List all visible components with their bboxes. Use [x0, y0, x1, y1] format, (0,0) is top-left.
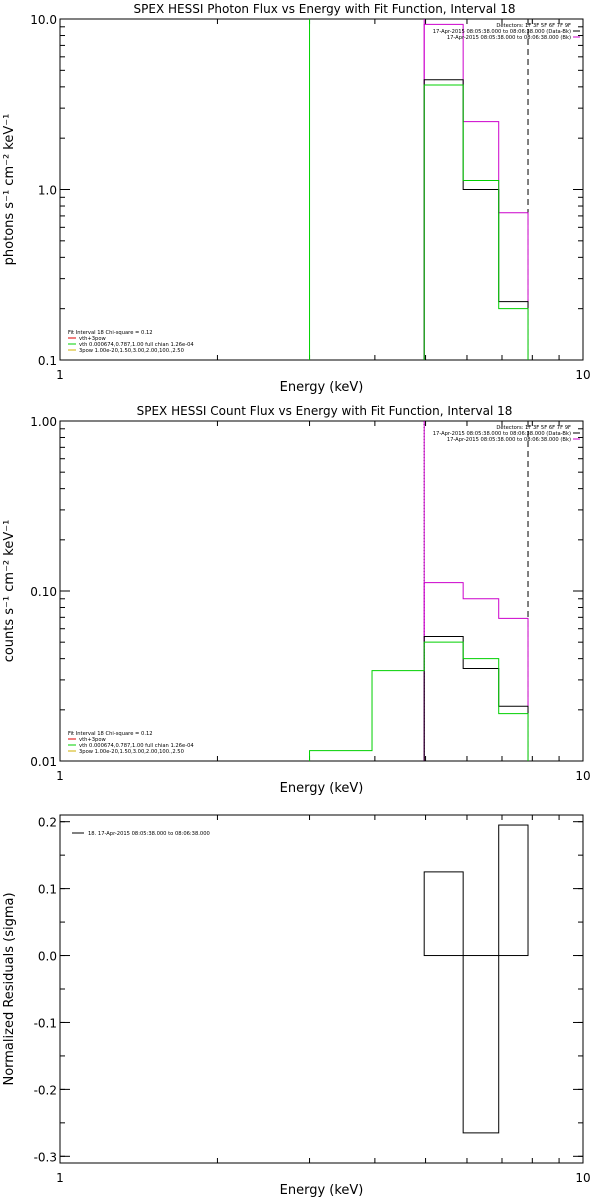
legend-right-entry: Detectors: 1F 3F 5F 6F 7F 9F	[496, 425, 571, 431]
legend-right-entry: 17-Apr-2015 08:05:38.000 to 08:06:38.000…	[447, 437, 571, 443]
residual-bar	[462, 955, 500, 1134]
y-tick-label: -0.1	[34, 1016, 57, 1030]
plot-frame	[59, 814, 584, 1164]
y-tick-label: 0.0	[38, 950, 57, 964]
y-axis-label: counts s⁻¹ cm⁻² keV⁻¹	[2, 520, 17, 663]
y-tick-label: 1.00	[30, 415, 57, 429]
y-tick-label: 0.2	[38, 816, 57, 830]
y-axis-label: photons s⁻¹ cm⁻² keV⁻¹	[2, 114, 17, 266]
series-green-step	[423, 84, 529, 360]
series-magenta-step	[423, 582, 529, 761]
legend-left-entry: vth+3pow	[79, 737, 107, 743]
residual-bar	[498, 824, 529, 957]
series-black-step	[423, 79, 529, 360]
legend-left-entry: vth 0.000674,0.787,1.00 full chian 1.26e…	[79, 342, 194, 348]
legend-left-entry: Fit Interval 18 Chi-square = 0.12	[68, 731, 153, 737]
x-tick-label: 1	[56, 769, 64, 783]
chart-title: SPEX HESSI Count Flux vs Energy with Fit…	[137, 404, 513, 418]
legend-right-entry: 17-Apr-2015 08:05:38.000 to 08:06:38.000…	[433, 29, 571, 35]
count-flux-chart: SPEX HESSI Count Flux vs Energy with Fit…	[2, 404, 591, 796]
y-tick-label: 0.1	[38, 354, 57, 368]
y-axis-label: Normalized Residuals (sigma)	[2, 892, 17, 1085]
y-tick-label: 0.10	[30, 585, 57, 599]
residual-bar	[423, 871, 464, 957]
legend-right-entry: Detectors: 1F 3F 5F 6F 7F 9F	[496, 23, 571, 29]
legend-right-entry: 17-Apr-2015 08:05:38.000 to 08:06:38.000…	[447, 35, 571, 41]
x-tick-label: 1	[56, 1171, 64, 1185]
x-tick-label: 10	[575, 769, 590, 783]
legend-left-entry: Fit Interval 18 Chi-square = 0.12	[68, 330, 153, 336]
residuals-chart: 0.2 0.1 0.0 -0.1 -0.2 -0.3 1 10 Energy (keV) Norm…	[2, 814, 591, 1198]
y-tick-label: -0.3	[34, 1150, 57, 1164]
legend-left-entry: vth 0.000674,0.787,1.00 full chian 1.26e…	[79, 743, 194, 749]
y-tick-label: -0.2	[34, 1083, 57, 1097]
x-axis-label: Energy (keV)	[280, 781, 364, 796]
chart-title: SPEX HESSI Photon Flux vs Energy with Fi…	[134, 2, 516, 16]
y-tick-label: 10.0	[30, 13, 57, 27]
x-tick-label: 10	[575, 368, 590, 382]
y-tick-label: 0.01	[30, 755, 57, 769]
plot-frame	[59, 420, 584, 762]
y-tick-label: 1.0	[38, 184, 57, 198]
legend-top-entry: 18. 17-Apr-2015 08:05:38.000 to 08:06:38…	[88, 831, 210, 837]
x-axis-label: Energy (keV)	[280, 380, 364, 395]
x-axis-label: Energy (keV)	[280, 1183, 364, 1198]
series-green-step	[309, 641, 529, 761]
series-black-step	[423, 635, 529, 761]
series-magenta-step	[423, 23, 529, 360]
legend-right-entry: 17-Apr-2015 08:05:38.000 to 08:06:38.000…	[433, 431, 571, 437]
legend-left-entry: 3pow 1.00e-20,1.50,3.00,2.00,100.,2.50	[79, 348, 184, 354]
x-tick-label: 10	[575, 1171, 590, 1185]
legend-left-entry: 3pow 1.00e-20,1.50,3.00,2.00,100.,2.50	[79, 749, 184, 755]
legend-left-entry: vth+3pow	[79, 336, 107, 342]
x-tick-label: 1	[56, 368, 64, 382]
photon-flux-chart: SPEX HESSI Photon Flux vs Energy with Fi…	[2, 2, 591, 395]
y-tick-label: 0.1	[38, 883, 57, 897]
